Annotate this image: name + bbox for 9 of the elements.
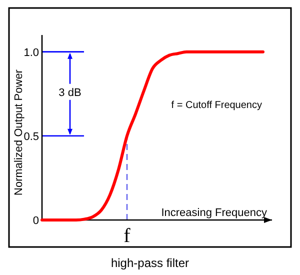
annotation: 3 dB — [58, 86, 82, 99]
annotation: f = Cutoff Frequency — [171, 100, 262, 111]
text: high-pass filter — [110, 256, 190, 270]
y-tick-label: 1.0 — [24, 46, 39, 59]
x-axis-title: Increasing Frequency — [161, 207, 268, 219]
y-tick-label: 0 — [32, 215, 39, 227]
x-tick-label: f — [124, 225, 131, 247]
y-axis-title: Normalized Output Power — [13, 69, 25, 196]
y-tick-label: 0.5 — [24, 130, 39, 143]
